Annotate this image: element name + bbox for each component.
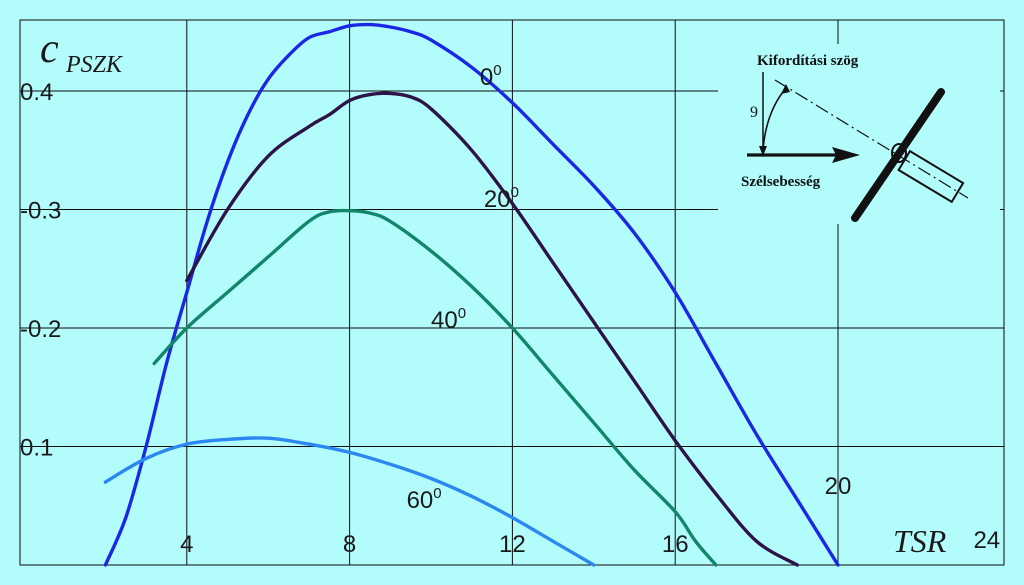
series-line-40-deg — [152, 208, 718, 567]
series-label-60-deg: 600 — [407, 485, 442, 514]
inset-rotor-blade — [851, 88, 945, 222]
inset-angle-label: Kifordítási szög — [757, 53, 859, 69]
y-tick-label-0.2: -0.2 — [20, 316, 61, 343]
inset-background — [718, 44, 1000, 224]
series-line-0-deg — [103, 22, 840, 567]
x-axis-label: TSR — [893, 523, 947, 559]
inset-wind-label: Szélsebesség — [741, 174, 821, 190]
x-tick-label-20: 20 — [825, 473, 852, 500]
inset-wind-arrowhead — [832, 147, 860, 163]
y-tick-label-0.1: 0.1 — [20, 435, 53, 462]
inset-nacelle — [897, 149, 965, 204]
tick-labels: 4 8 12 16 20 24 0.1 -0.2 -0.3 0.4 — [20, 79, 1000, 558]
inset-angle-symbol: 9 — [750, 104, 758, 121]
series-labels: 00 200 400 600 — [407, 62, 519, 514]
inset-arc-arrowhead — [781, 84, 790, 94]
series-label-40-deg: 400 — [431, 305, 466, 334]
series-line-60-deg — [103, 436, 596, 567]
plot-frame — [19, 19, 1005, 566]
inset-arc-arrowhead-bottom — [759, 146, 767, 156]
inset-hub — [891, 143, 907, 163]
x-tick-label-16: 16 — [662, 531, 689, 558]
inset-rotor-axis — [774, 79, 969, 199]
y-tick-label-0.3: -0.3 — [20, 198, 61, 225]
series-lines — [103, 22, 840, 567]
y-tick-label-0.4: 0.4 — [20, 79, 53, 106]
x-tick-label-12: 12 — [499, 531, 526, 558]
series-line-20-deg — [185, 91, 799, 567]
series-label-20-deg: 200 — [484, 184, 519, 213]
inset-diagram: Kifordítási szög Szélsebesség 9 — [718, 44, 1000, 224]
y-axis-label-sub: PSZK — [65, 52, 124, 78]
x-tick-label-24: 24 — [973, 527, 1000, 554]
x-tick-label-4: 4 — [180, 531, 193, 558]
series-label-0-deg: 00 — [480, 62, 502, 91]
x-tick-label-8: 8 — [343, 531, 356, 558]
y-axis-label-main: c — [40, 26, 59, 72]
grid-lines — [19, 19, 1005, 566]
y-axis-label: c PSZK — [40, 26, 124, 78]
